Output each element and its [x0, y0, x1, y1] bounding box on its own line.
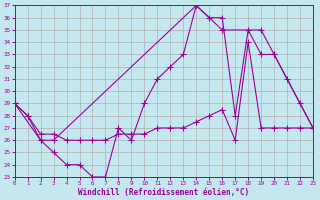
X-axis label: Windchill (Refroidissement éolien,°C): Windchill (Refroidissement éolien,°C) — [78, 188, 249, 197]
